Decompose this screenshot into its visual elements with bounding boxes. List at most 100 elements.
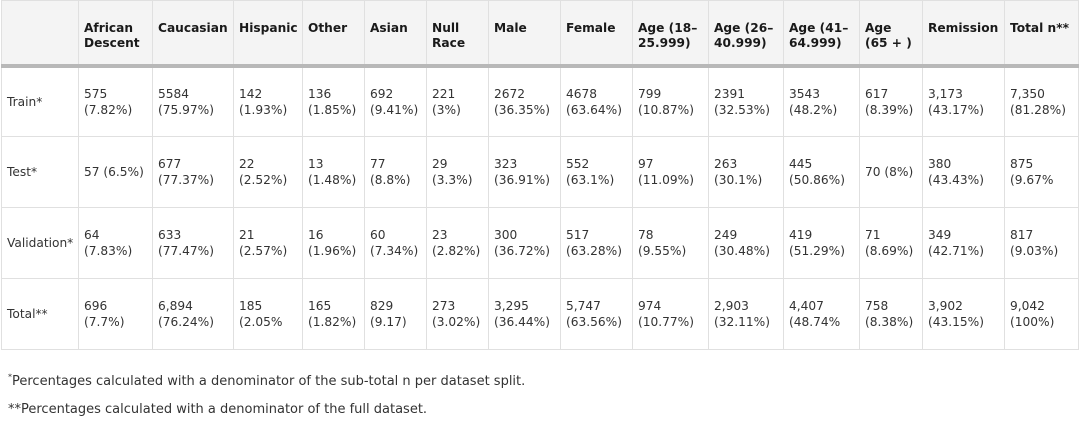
cell-value-line: 3543 xyxy=(789,86,821,101)
cell-value-line: (30.48%) xyxy=(714,244,770,258)
cell-value-line: 300 xyxy=(494,228,518,242)
table-cell: 4,407 (48.74% xyxy=(783,278,860,350)
table-cell: 249 (30.48%) xyxy=(708,207,784,279)
document: African Descent Caucasian Hispanic Other Asia… xyxy=(1,0,1079,417)
table-cell: 22 (2.52%) xyxy=(233,136,303,208)
cell-value-line: 349 xyxy=(928,228,952,242)
cell-value-line: (32.11%) xyxy=(714,315,770,329)
column-header: African Descent xyxy=(78,0,153,68)
table-row: Total** 696 (7.7%) 6,894 (76.24%) 185 (2.05% 16… xyxy=(1,278,1079,350)
cell-value-line: (1.96%) xyxy=(308,244,357,258)
table-cell: 875 (9.67% xyxy=(1004,136,1079,208)
column-header-line: Caucasian xyxy=(158,21,228,35)
cell-value-line: (2.52%) xyxy=(239,173,288,187)
cell-value-line: (43.17%) xyxy=(928,102,984,117)
table-cell: 165 (1.82%) xyxy=(302,278,365,350)
table-cell: 16 (1.96%) xyxy=(302,207,365,279)
column-header-line: Total n** xyxy=(1010,21,1069,35)
table-cell: 9,042 (100%) xyxy=(1004,278,1079,350)
table-cell: 13 (1.48%) xyxy=(302,136,365,208)
table-cell: 3,902 (43.15%) xyxy=(922,278,1005,350)
cell-value-line: (36.44%) xyxy=(494,315,550,329)
cell-value-line: 875 xyxy=(1010,157,1034,171)
cell-value-line: 21 xyxy=(239,228,255,242)
table-row: Train* 575 (7.82%) 5584 (75.97%) 142 (1.93%) 13… xyxy=(1,65,1079,137)
header-corner xyxy=(1,0,79,68)
cell-value-line: (51.29%) xyxy=(789,244,845,258)
cell-value-line: 97 xyxy=(638,157,654,171)
cell-value-line: (77.47%) xyxy=(158,244,214,258)
table-cell: 349 (42.71%) xyxy=(922,207,1005,279)
column-header-line: Hispanic xyxy=(239,21,298,35)
cell-value-line: 323 xyxy=(494,157,518,171)
cell-value-line: (1.85%) xyxy=(308,102,357,117)
cell-value-line: 633 xyxy=(158,228,182,242)
table-cell: 323 (36.91%) xyxy=(488,136,561,208)
cell-value-line: (1.82%) xyxy=(308,315,357,329)
cell-value-line: (2.82%) xyxy=(432,244,481,258)
cell-value-line: 817 xyxy=(1010,228,1034,242)
table-cell: 3543 (48.2%) xyxy=(783,65,860,137)
data-table: African Descent Caucasian Hispanic Other Asia… xyxy=(1,0,1079,350)
footnote-1-marker: * xyxy=(8,372,12,382)
table-cell: 263 (30.1%) xyxy=(708,136,784,208)
table-cell: 758 (8.38%) xyxy=(859,278,923,350)
table-cell: 617 (8.39%) xyxy=(859,65,923,137)
table-cell: 419 (51.29%) xyxy=(783,207,860,279)
cell-value-line: 23 xyxy=(432,228,448,242)
table-cell: 829 (9.17) xyxy=(364,278,427,350)
cell-value-line: (48.74% xyxy=(789,315,841,329)
cell-value-line: (1.93%) xyxy=(239,102,288,117)
column-header-line: Age xyxy=(865,21,892,35)
cell-value-line: 4678 xyxy=(566,86,598,101)
cell-value-line: (75.97%) xyxy=(158,102,214,117)
column-header-line: Null xyxy=(432,21,460,35)
cell-value-line: 7,350 xyxy=(1010,86,1045,101)
cell-value-line: (3%) xyxy=(432,102,461,117)
cell-value-line: 758 xyxy=(865,299,889,313)
table-cell: 64 (7.83%) xyxy=(78,207,153,279)
cell-value-line: 249 xyxy=(714,228,738,242)
column-header-line: Remission xyxy=(928,21,999,35)
table-cell: 445 (50.86%) xyxy=(783,136,860,208)
column-header-line: Age (41– xyxy=(789,21,849,35)
table-row: Validation* 64 (7.83%) 633 (77.47%) 21 (2.57%)… xyxy=(1,207,1079,279)
table-cell: 142 (1.93%) xyxy=(233,65,303,137)
cell-value-line: (9.67% xyxy=(1010,173,1054,187)
column-header: Age (18– 25.999) xyxy=(632,0,709,68)
cell-value-line: (8.39%) xyxy=(865,102,914,117)
cell-value-line: 2,903 xyxy=(714,299,749,313)
cell-value-line: 263 xyxy=(714,157,738,171)
cell-value-line: (36.35%) xyxy=(494,102,550,117)
column-header-line: Other xyxy=(308,21,348,35)
column-header-line: Race xyxy=(432,36,466,50)
cell-value-line: (9.41%) xyxy=(370,102,419,117)
cell-value-line: 273 xyxy=(432,299,456,313)
table-cell: 4678 (63.64%) xyxy=(560,65,633,137)
cell-value-line: 3,173 xyxy=(928,86,963,101)
table-cell: 817 (9.03%) xyxy=(1004,207,1079,279)
cell-value-line: 692 xyxy=(370,86,394,101)
table-cell: 2,903 (32.11%) xyxy=(708,278,784,350)
cell-value-line: (36.72%) xyxy=(494,244,550,258)
column-header: Age (41– 64.999) xyxy=(783,0,860,68)
cell-value-line: 6,894 xyxy=(158,299,193,313)
column-header-line: Age (26– xyxy=(714,21,774,35)
table-cell: 5,747 (63.56%) xyxy=(560,278,633,350)
cell-value-line: 136 xyxy=(308,86,332,101)
cell-value-line: (8.38%) xyxy=(865,315,914,329)
table-cell: 633 (77.47%) xyxy=(152,207,234,279)
cell-value-line: 419 xyxy=(789,228,813,242)
cell-value-line: (77.37%) xyxy=(158,173,214,187)
cell-value-line: 29 xyxy=(432,157,448,171)
cell-value-line: 5,747 xyxy=(566,299,601,313)
cell-value-line: (7.82%) xyxy=(84,102,133,117)
cell-value-line: 575 xyxy=(84,86,108,101)
column-header: Hispanic xyxy=(233,0,303,68)
table-cell: 77 (8.8%) xyxy=(364,136,427,208)
table-cell: 273 (3.02%) xyxy=(426,278,489,350)
table-cell: 78 (9.55%) xyxy=(632,207,709,279)
cell-value-line: 3,295 xyxy=(494,299,529,313)
cell-value-line: (36.91%) xyxy=(494,173,550,187)
cell-value-line: (1.48%) xyxy=(308,173,357,187)
